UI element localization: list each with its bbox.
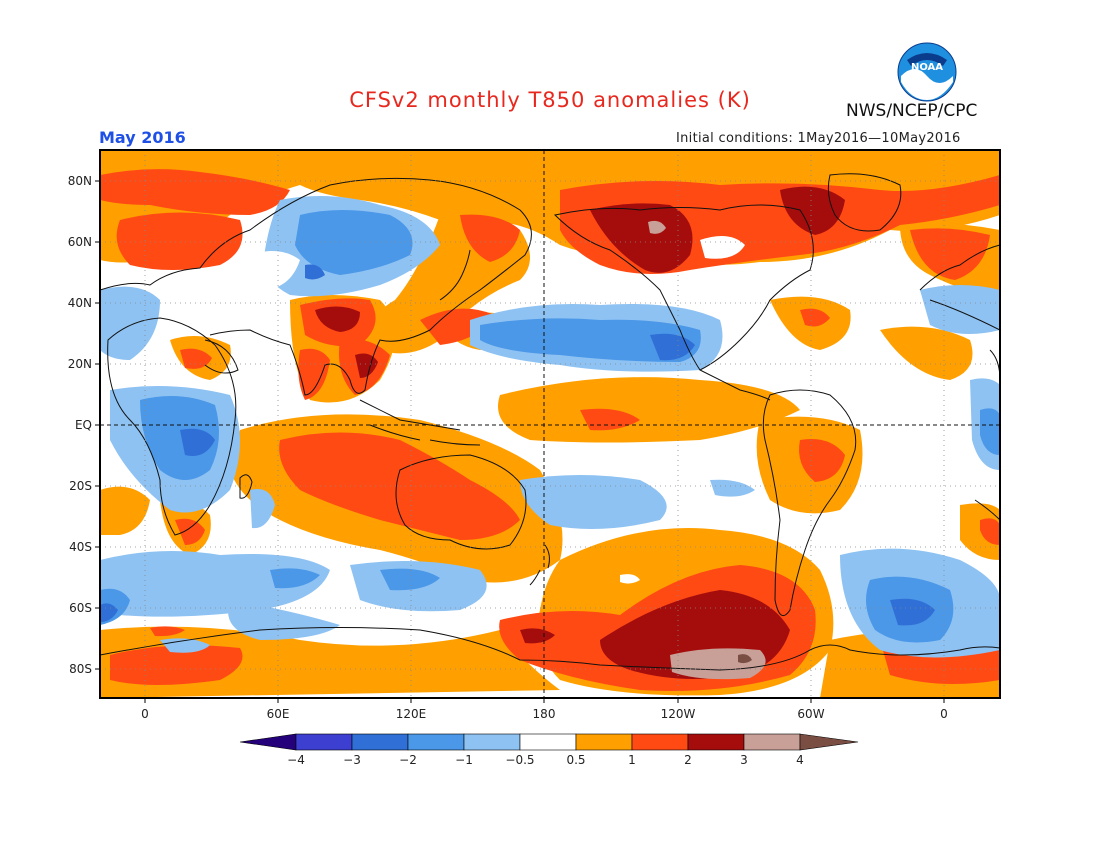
colorbar-swatch-3-4: [743, 733, 801, 751]
agency-label: NWS/NCEP/CPC: [846, 101, 978, 121]
lon-label-120e: 120E: [396, 707, 427, 721]
colorbar: [239, 733, 859, 751]
noaa-logo-text: NOAA: [911, 62, 943, 73]
warm-anomaly-gt4: [738, 654, 752, 664]
noaa-logo: NOAA: [897, 42, 957, 102]
lon-label-0-west: 0: [141, 707, 149, 721]
lat-label-60n: 60N: [68, 235, 92, 249]
colorbar-swatch-m1-m05: [463, 733, 521, 751]
coastlines: [100, 173, 1000, 671]
colorbar-label: −4: [287, 753, 305, 767]
colorbar-swatch-2-3: [687, 733, 745, 751]
colorbar-swatch-m3-m2: [351, 733, 409, 751]
lon-label-60e: 60E: [267, 707, 290, 721]
neutral-anomaly: [250, 236, 745, 584]
lat-label-60s: 60S: [69, 601, 92, 615]
lat-label-20n: 20N: [68, 357, 92, 371]
lat-label-80s: 80S: [69, 662, 92, 676]
lon-label-60w: 60W: [797, 707, 824, 721]
colorbar-label: 4: [796, 753, 804, 767]
lat-label-40s: 40S: [69, 540, 92, 554]
lat-labels: 80N 60N 40N 20N EQ 20S 40S 60S 80S: [68, 174, 92, 676]
colorbar-swatch-m4-m3: [295, 733, 353, 751]
map-title: CFSv2 monthly T850 anomalies (K): [349, 88, 751, 112]
lon-ticks: [144, 698, 945, 703]
equator-dateline: [100, 150, 1000, 698]
anomaly-field: [100, 150, 1000, 698]
colorbar-labels: −4 −3 −2 −1 −0.5 0.5 1 2 3 4: [287, 753, 804, 767]
colorbar-swatch-05-1: [575, 733, 633, 751]
map-frame: [99, 149, 1001, 699]
colorbar-swatch-1-2: [631, 733, 689, 751]
colorbar-label: 0.5: [566, 753, 585, 767]
lat-label-20s: 20S: [69, 479, 92, 493]
cool-anomaly-m3-m2: [100, 264, 935, 626]
colorbar-swatch-lt-m4: [239, 733, 297, 751]
lat-label-40n: 40N: [68, 296, 92, 310]
colorbar-label: 1: [628, 753, 636, 767]
grid-lines: [100, 150, 1000, 698]
colorbar-label: −3: [343, 753, 361, 767]
lon-label-120w: 120W: [661, 707, 696, 721]
lon-labels: 0 60E 120E 180 120W 60W 0: [141, 707, 948, 721]
month-label: May 2016: [99, 128, 186, 147]
colorbar-label: 3: [740, 753, 748, 767]
lat-label-80n: 80N: [68, 174, 92, 188]
colorbar-label: −2: [399, 753, 417, 767]
colorbar-swatch-gt-4: [799, 733, 859, 751]
colorbar-swatch-neutral: [519, 733, 577, 751]
colorbar-label: −1: [455, 753, 473, 767]
lat-label-eq: EQ: [75, 418, 92, 432]
colorbar-label: −0.5: [505, 753, 534, 767]
colorbar-label: 2: [684, 753, 692, 767]
initial-conditions-label: Initial conditions: 1May2016—10May2016: [676, 131, 961, 146]
lon-label-0-east: 0: [940, 707, 948, 721]
colorbar-swatch-m2-m1: [407, 733, 465, 751]
lat-ticks: [95, 180, 100, 670]
lon-label-180: 180: [533, 707, 556, 721]
